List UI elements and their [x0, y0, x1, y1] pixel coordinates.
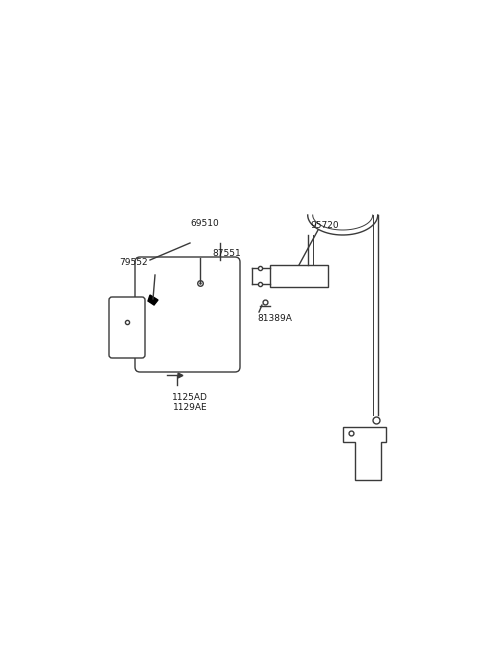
FancyBboxPatch shape: [109, 297, 145, 358]
Bar: [270, 265, 328, 287]
Text: 95720: 95720: [310, 221, 338, 230]
Text: 1125AD: 1125AD: [172, 393, 208, 402]
Text: 1129AE: 1129AE: [173, 403, 207, 412]
Polygon shape: [148, 295, 158, 305]
Text: 69510: 69510: [191, 219, 219, 228]
FancyBboxPatch shape: [135, 257, 240, 372]
Text: 79552: 79552: [120, 258, 148, 267]
Text: 81389A: 81389A: [257, 314, 292, 323]
Polygon shape: [343, 427, 386, 480]
Text: 87551: 87551: [212, 249, 241, 258]
